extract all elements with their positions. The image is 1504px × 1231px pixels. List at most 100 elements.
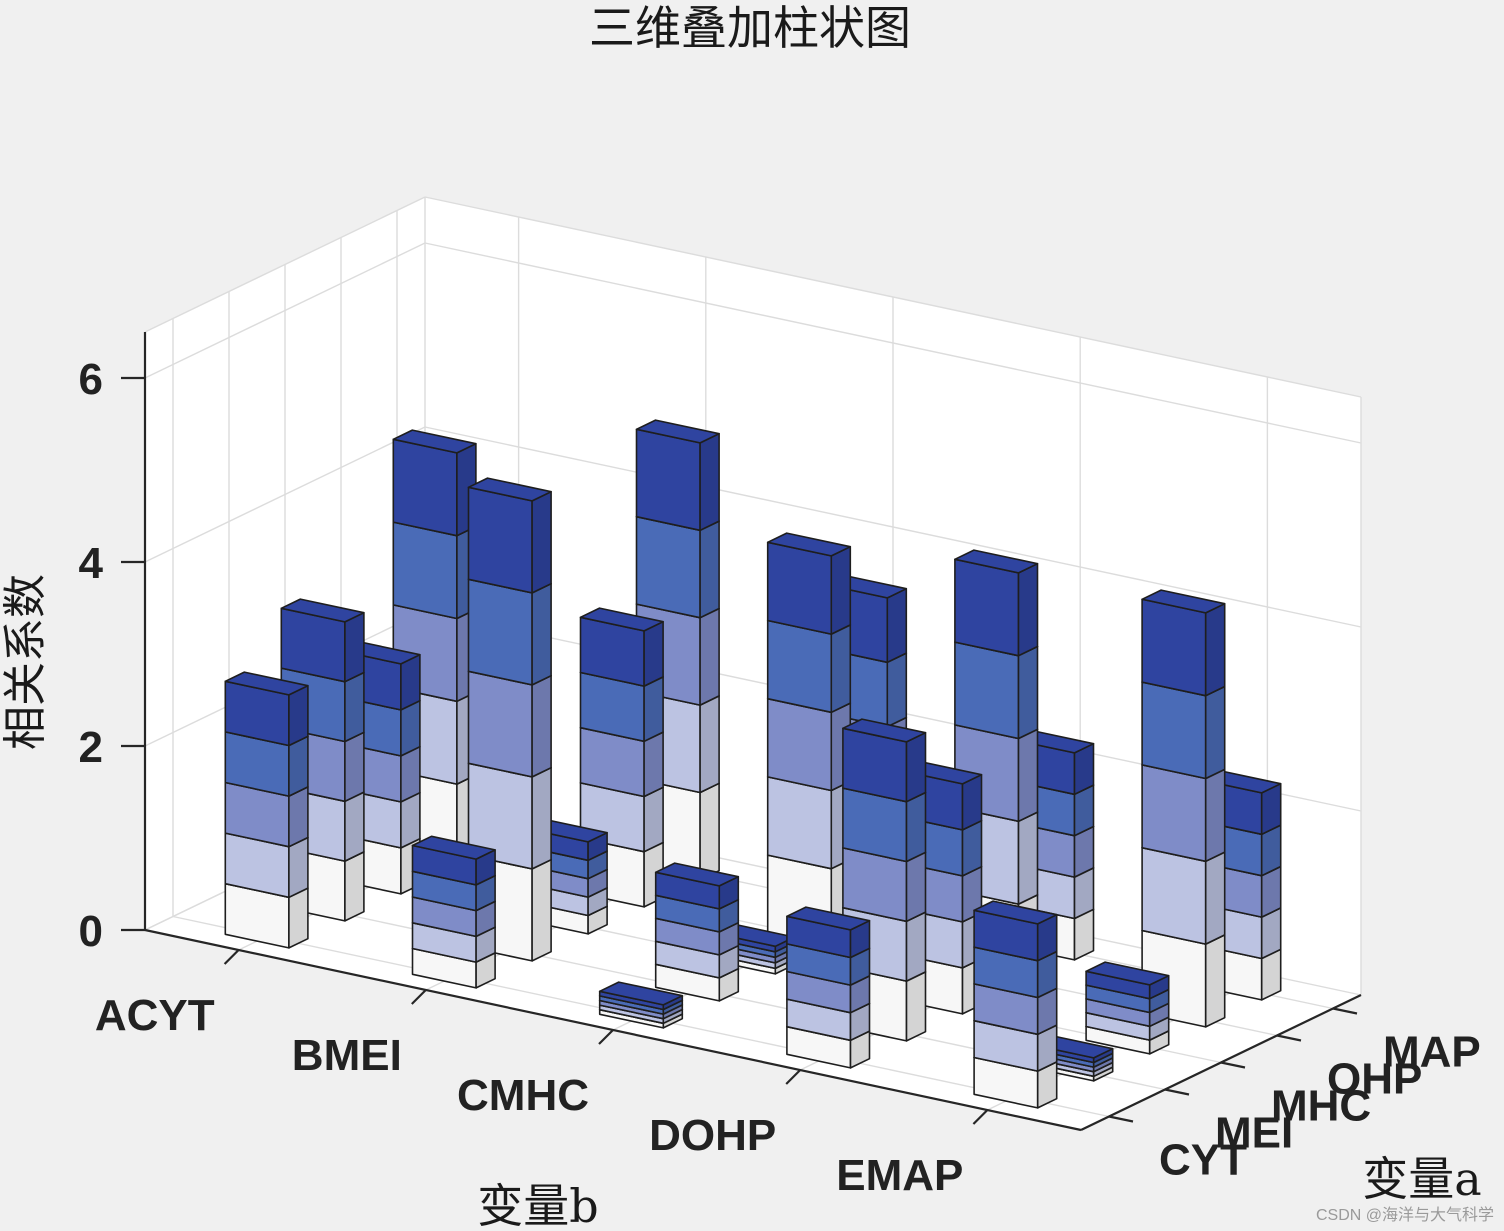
bar-segment [1085, 961, 1170, 1000]
bar-segment [411, 835, 496, 886]
bar-face-side [344, 791, 365, 862]
bar-segment [766, 532, 852, 635]
x-tick [785, 1069, 801, 1085]
y-tick-label: MEI [1215, 1109, 1293, 1158]
bar-face-front [766, 697, 833, 792]
bar-face-top [1085, 961, 1170, 986]
chart-title: 三维叠加柱状图 [589, 1, 911, 55]
x-axis-label: 变量b [477, 1179, 598, 1231]
wall-grid-z [144, 426, 426, 563]
bar-face-side [288, 836, 309, 899]
bar-face-top [1141, 589, 1226, 614]
bar-face-side [288, 887, 309, 949]
bar-segment [392, 429, 477, 537]
x-tick-label: EMAP [836, 1151, 963, 1200]
bar-segment [786, 906, 871, 959]
bar-face-side [1204, 768, 1226, 863]
wall-grid-z [144, 242, 426, 379]
bar-face-side [531, 674, 552, 778]
bar-face-top [224, 671, 309, 696]
bar-face-side [905, 851, 927, 923]
bar-face-top [280, 598, 365, 623]
z-tick-label: 0 [79, 907, 103, 956]
z-tick-label: 6 [79, 355, 103, 404]
bar-face-side [344, 731, 365, 803]
bar-face-side [886, 652, 908, 728]
bar-stack-ACYT-CYT [224, 671, 309, 949]
bar-face-side [905, 731, 927, 803]
bar-face-top [579, 607, 664, 632]
bar-face-side [344, 671, 365, 743]
bar-segment [1141, 589, 1226, 697]
y-tick-label: MHC [1271, 1082, 1371, 1131]
bar-face-side [288, 735, 309, 797]
bar-face-side [288, 786, 309, 848]
bar-face-front [766, 619, 833, 714]
bar-face-side [699, 782, 720, 881]
bar-face-side [905, 971, 927, 1042]
x-tick [972, 1109, 989, 1125]
bar-face-side [1204, 685, 1226, 780]
bar-face-front [635, 428, 701, 532]
bar-face-front [467, 486, 533, 594]
bar-face-front [954, 641, 1020, 740]
x-tick [223, 949, 240, 965]
bar-face-side [1204, 851, 1226, 945]
bar-stacks [224, 419, 1282, 1109]
bar-face-front [1141, 846, 1207, 945]
bar-segment [280, 598, 365, 683]
bar-face-side [531, 490, 552, 594]
bar-face-top [411, 835, 496, 860]
bar-face-front [1141, 598, 1207, 697]
bar-face-side [699, 695, 720, 794]
bar-face-side [699, 520, 720, 619]
box-edge [424, 196, 1362, 398]
z-tick-label: 2 [79, 723, 103, 772]
bar-face-front [467, 670, 533, 778]
z-tick-label: 4 [79, 539, 104, 588]
z-axis-label: 相关系数 [0, 574, 51, 750]
bar-stack-BMEI-CYT [411, 835, 496, 989]
bar-stack-EMAP-OHP [1141, 589, 1226, 1028]
x-tick [598, 1029, 614, 1045]
bar-face-side [905, 791, 927, 863]
bar-stack-CMHC-OHP [766, 532, 852, 948]
bar-face-side [531, 582, 552, 686]
y-tick [1276, 1034, 1302, 1042]
bar-face-front [467, 578, 533, 686]
bar-face-side [643, 620, 664, 687]
bar-face-top [973, 900, 1058, 925]
bar-stack-CMHC-CYT [598, 981, 684, 1029]
y-tick-label: CYT [1159, 1136, 1247, 1185]
bar-segment [467, 477, 552, 594]
x-tick-label: CMHC [457, 1071, 589, 1120]
bar-segment [224, 671, 309, 747]
bar-segment [954, 549, 1039, 657]
bar-face-side [1204, 602, 1226, 697]
bar-face-side [1017, 728, 1039, 823]
bar-segment [635, 419, 720, 532]
bar-face-front [766, 541, 833, 635]
bar-face-side [699, 607, 720, 706]
bar-face-top [766, 532, 852, 557]
bar-segment [842, 778, 927, 863]
y-axis-label: 变量a [1362, 1152, 1481, 1206]
bar-face-side [1017, 562, 1039, 657]
bar-face-top [392, 429, 477, 454]
bar-face-side [1017, 811, 1039, 905]
x-tick-label: ACYT [95, 991, 215, 1040]
axis-lines [121, 332, 1362, 1132]
bar-stack-DOHP-CYT [786, 906, 871, 1069]
bar-face-side [1204, 934, 1226, 1028]
bar-segment [598, 981, 684, 1011]
bar-face-side [643, 786, 664, 853]
bar-segment [579, 607, 664, 687]
y-tick [1220, 1061, 1246, 1069]
y-tick [1164, 1088, 1190, 1096]
bar-face-side [344, 851, 365, 922]
box-edge [144, 196, 426, 333]
y-tick [1332, 1007, 1358, 1015]
bar-face-top [598, 981, 684, 1006]
